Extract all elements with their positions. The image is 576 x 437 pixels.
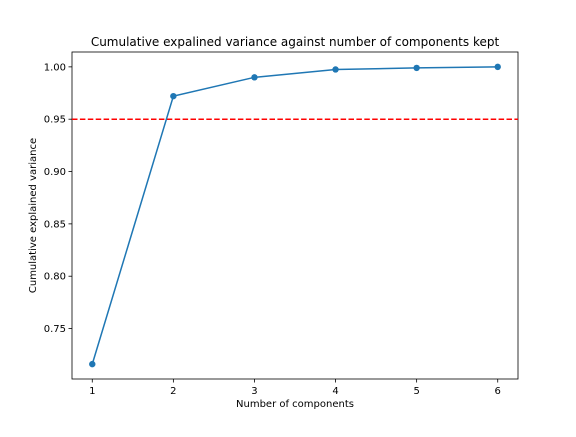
series-layer [89, 63, 501, 368]
data-point [89, 360, 96, 368]
x-tick-label: 2 [170, 386, 176, 397]
x-axis: 1 2 3 4 5 6 [89, 379, 501, 397]
y-axis: 0.75 0.80 0.85 0.90 0.95 1.00 [44, 62, 72, 335]
y-tick-label: 1.00 [44, 62, 66, 73]
chart-title: Cumulative expalined variance against nu… [91, 35, 500, 49]
y-tick-label: 0.95 [44, 115, 66, 126]
data-point [251, 74, 258, 81]
x-tick-label: 5 [413, 386, 419, 397]
y-tick-label: 0.90 [44, 167, 66, 178]
data-point [332, 66, 339, 73]
series-line [91, 66, 498, 365]
x-tick-label: 3 [251, 386, 257, 397]
data-point [413, 64, 420, 72]
x-tick-label: 6 [495, 386, 501, 397]
data-point [170, 92, 177, 100]
x-tick-label: 1 [89, 386, 95, 397]
x-axis-label: Number of components [236, 399, 354, 410]
plot-frame [71, 51, 519, 380]
y-tick-label: 0.75 [44, 324, 66, 335]
data-point [494, 63, 501, 71]
y-axis-label: Cumulative explained variance [28, 138, 39, 293]
y-tick-label: 0.80 [44, 272, 66, 283]
x-tick-label: 4 [332, 386, 338, 397]
y-tick-label: 0.85 [44, 219, 66, 230]
